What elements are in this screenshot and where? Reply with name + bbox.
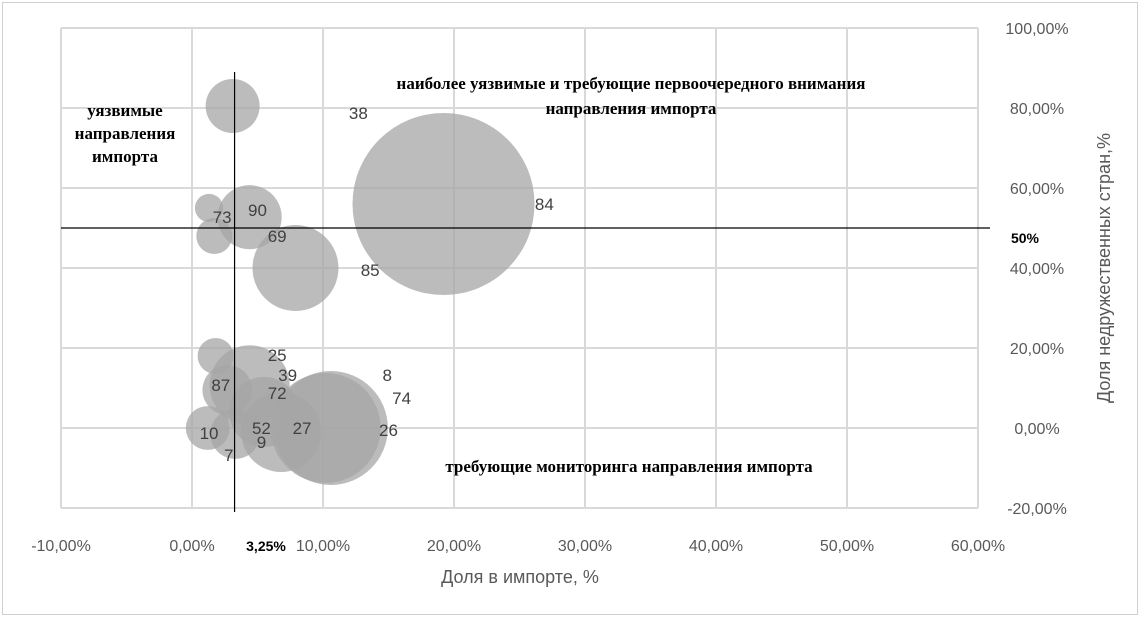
bubble xyxy=(270,373,381,483)
y-tick-label: 100,00% xyxy=(1005,21,1068,38)
annotation-vulnerable: уязвимые направления импорта xyxy=(75,101,176,166)
bubbles xyxy=(185,79,535,485)
x-tick-label: 60,00% xyxy=(951,538,1005,555)
data-label: 10 xyxy=(200,424,219,443)
x-axis-title: Доля в импорте, % xyxy=(441,567,599,587)
data-label: 39 xyxy=(278,366,297,385)
bubble xyxy=(217,185,282,250)
bubble xyxy=(194,193,224,223)
axis-ticks: -10,00% 0,00% 10,00% 20,00% 30,00% 40,00% 50,0… xyxy=(31,21,1068,555)
x-tick-label: -10,00% xyxy=(31,538,91,555)
y-tick-label: 20,00% xyxy=(1010,341,1064,358)
data-label: 73 xyxy=(213,208,232,227)
annotation-line: направления xyxy=(75,124,176,143)
data-label: 38 xyxy=(349,104,368,123)
data-label: 85 xyxy=(361,261,380,280)
y-tick-label: 0,00% xyxy=(1014,421,1059,438)
x-tick-label: 50,00% xyxy=(820,538,874,555)
y-tick-label: 40,00% xyxy=(1010,261,1064,278)
data-label: 87 xyxy=(211,376,230,395)
y-reference-label: 50% xyxy=(1011,230,1040,246)
annotation-line: наиболее уязвимые и требующие первоочере… xyxy=(397,74,866,93)
data-label: 7 xyxy=(224,446,233,465)
data-label: 74 xyxy=(392,389,411,408)
data-label: 84 xyxy=(535,195,554,214)
data-label: 72 xyxy=(268,384,287,403)
x-reference-label: 3,25% xyxy=(246,538,286,554)
annotation-line: импорта xyxy=(92,147,158,166)
bubble xyxy=(352,113,535,295)
data-label: 27 xyxy=(293,419,312,438)
annotation-most-vulnerable: наиболее уязвимые и требующие первоочере… xyxy=(397,74,866,118)
annotation-line: направления импорта xyxy=(546,99,717,118)
data-label: 9 xyxy=(257,433,266,452)
y-axis-title: Доля недружественных стран,% xyxy=(1094,133,1114,403)
data-label: 8 xyxy=(382,366,391,385)
x-tick-label: 20,00% xyxy=(427,538,481,555)
annotation-line: уязвимые xyxy=(87,101,163,120)
x-tick-label: 40,00% xyxy=(689,538,743,555)
y-tick-label: -20,00% xyxy=(1007,501,1067,518)
bubble xyxy=(252,225,339,311)
data-label: 69 xyxy=(268,227,287,246)
data-label: 26 xyxy=(379,421,398,440)
y-tick-label: 80,00% xyxy=(1010,101,1064,118)
reference-lines xyxy=(61,72,990,512)
data-label: 25 xyxy=(268,346,287,365)
y-tick-label: 60,00% xyxy=(1010,181,1064,198)
x-tick-label: 30,00% xyxy=(558,538,612,555)
x-tick-label: 0,00% xyxy=(169,538,214,555)
data-label: 90 xyxy=(248,201,267,220)
bubble xyxy=(205,79,260,133)
annotation-monitoring: требующие мониторинга направления импорт… xyxy=(445,457,813,476)
x-tick-label: 10,00% xyxy=(296,538,350,555)
data-label: 52 xyxy=(252,419,271,438)
